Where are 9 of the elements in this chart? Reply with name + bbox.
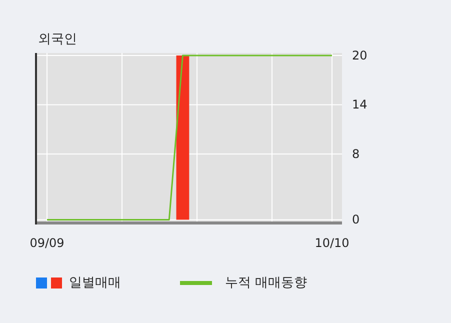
- y-tick-label: 20: [352, 48, 368, 62]
- y-tick-label: 0: [352, 212, 360, 227]
- chart-title: 외국인: [38, 32, 77, 47]
- x-tick-label: 10/10: [314, 236, 350, 250]
- legend-label: 일별매매: [69, 276, 121, 290]
- x-tick-label: 09/09: [30, 236, 64, 250]
- legend-label: 누적 매매동향: [225, 276, 308, 290]
- y-tick-label: 8: [352, 147, 360, 162]
- y-tick-label: 14: [352, 98, 368, 112]
